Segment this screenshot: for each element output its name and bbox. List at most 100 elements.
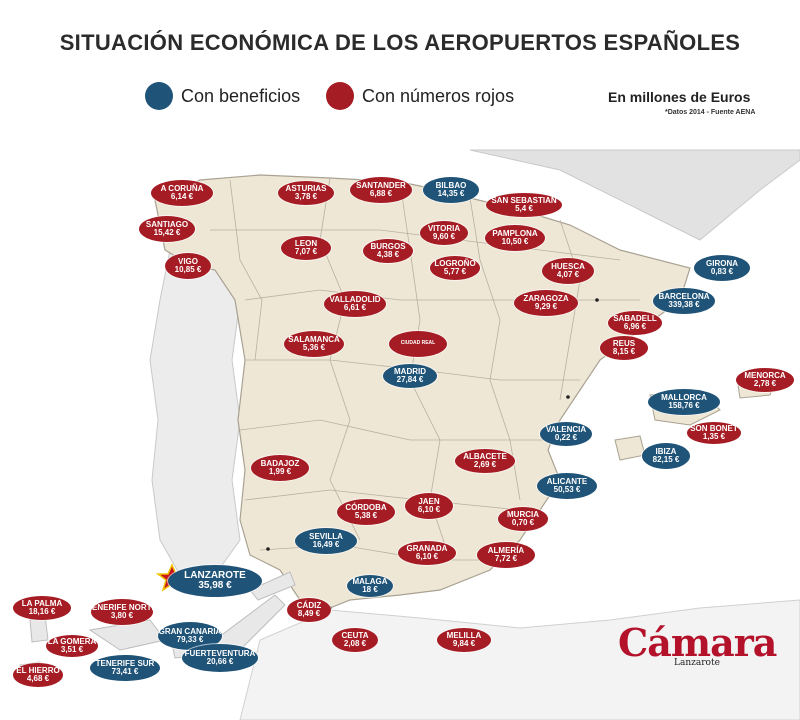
airport-value: 1,35 €	[702, 432, 726, 441]
airport-bubble-valencia: VALENCIA 0,22 €	[540, 422, 592, 446]
airport-value: 8,15 €	[612, 347, 636, 356]
airport-value: 35,98 €	[198, 580, 232, 591]
airport-value: 14,35 €	[437, 189, 465, 198]
airport-name: BILBAO	[435, 180, 467, 190]
airport-bubble-san-sebastian: SAN SEBASTIAN 5,4 €	[486, 193, 562, 217]
camara-lanzarote-logo: Cámara Lanzarote	[618, 620, 778, 670]
airport-value: 5,38 €	[354, 511, 378, 520]
airport-name: BURGOS	[370, 241, 406, 251]
airport-value: 50,53 €	[553, 485, 581, 494]
airport-name: ZARAGOZA	[523, 293, 569, 303]
airport-value: 15,42 €	[153, 228, 181, 237]
airport-value: 0,70 €	[511, 518, 535, 527]
airport-name: GRANADA	[406, 543, 448, 553]
airport-name: CÁDIZ	[296, 600, 322, 610]
airport-value: 4,07 €	[556, 270, 580, 279]
airport-name: ALBACETE	[463, 451, 507, 461]
city-dot	[566, 395, 570, 399]
airport-name: SAN SEBASTIAN	[491, 195, 557, 205]
airport-bubble-sabadell: SABADELL 6,96 €	[608, 311, 662, 335]
airport-name: MALLORCA	[661, 392, 707, 402]
airport-bubble-son-bonet: SON BONET 1,35 €	[687, 422, 741, 444]
airport-name: GIRONA	[706, 258, 738, 268]
airport-value: 20,66 €	[206, 657, 234, 666]
airport-bubble-ceuta: CEUTA 2,08 €	[332, 628, 378, 652]
airport-name: ALICANTE	[546, 476, 588, 486]
airport-bubble-murcia: MURCIA 0,70 €	[498, 507, 548, 531]
airport-value: 4,68 €	[26, 674, 50, 683]
airport-value: 2,08 €	[343, 639, 367, 648]
africa-land	[239, 599, 800, 720]
city-dot	[266, 547, 270, 551]
airport-name: MURCIA	[507, 509, 539, 519]
airport-name: TENERIFE NORTE	[87, 602, 157, 612]
airport-value: 2,69 €	[473, 460, 497, 469]
logo-sub: Lanzarote	[674, 658, 720, 668]
logo-word: Cámara	[618, 620, 777, 665]
airport-bubble-ciudad-real: CIUDAD REAL	[389, 331, 447, 357]
airport-value: 4,38 €	[376, 250, 400, 259]
airport-bubble-córdoba: CÓRDOBA 5,38 €	[337, 499, 395, 525]
airport-name: MADRID	[394, 366, 426, 376]
airport-name: SEVILLA	[309, 531, 343, 541]
city-dot	[595, 298, 599, 302]
airport-name: REUS	[612, 338, 636, 348]
airport-value: 10,50 €	[501, 237, 529, 246]
source-note: *Datos 2014 - Fuente AENA	[665, 109, 756, 116]
airport-name: A CORUÑA	[160, 183, 204, 193]
airport-bubble-tenerife-sur: TENERIFE SUR 73,41 €	[90, 655, 160, 681]
airport-value: 158,76 €	[668, 401, 700, 410]
airport-name: FUERTEVENTURA	[184, 648, 256, 658]
airport-name: SALAMANCA	[288, 334, 340, 344]
airport-bubble-vigo: VIGO 10,85 €	[165, 253, 211, 279]
airport-bubble-malaga: MALAGA 18 €	[347, 575, 393, 597]
airport-bubble-alicante: ALICANTE 50,53 €	[537, 473, 597, 499]
airport-name: SON BONET	[690, 423, 738, 433]
legend-item-profit: Con beneficios	[145, 82, 301, 110]
airport-value: 0,83 €	[710, 267, 734, 276]
airport-value: 7,07 €	[294, 247, 318, 256]
airport-bubble-barcelona: BARCELONA 339,38 €	[653, 288, 715, 314]
portugal-land	[149, 249, 241, 576]
legend-swatch-profit	[145, 82, 173, 110]
airport-value: 6,61 €	[343, 303, 367, 312]
airport-bubble-ibiza: IBIZA 82,15 €	[642, 443, 690, 469]
airport-value: 79,33 €	[176, 635, 204, 644]
airport-name: ALMERÍA	[487, 545, 525, 555]
airport-value: 9,60 €	[432, 232, 456, 241]
airport-value: 6,10 €	[415, 552, 439, 561]
page-title: SITUACIÓN ECONÓMICA DE LOS AEROPUERTOS E…	[59, 30, 741, 55]
airport-value: 2,78 €	[753, 379, 777, 388]
airport-name: CIUDAD REAL	[400, 340, 436, 347]
legend-label-profit: Con beneficios	[181, 85, 301, 106]
airport-name: VALLADOLID	[329, 294, 381, 304]
legend-label-loss: Con números rojos	[362, 85, 515, 106]
airport-value: 3,80 €	[110, 611, 134, 620]
airport-value: 10,85 €	[174, 265, 202, 274]
airport-name: SABADELL	[613, 313, 657, 323]
airport-value: 0,22 €	[554, 433, 578, 442]
airport-name: CÓRDOBA	[345, 502, 387, 512]
airport-value: 9,84 €	[452, 639, 476, 648]
airport-bubble-badajoz: BADAJOZ 1,99 €	[251, 455, 309, 481]
airport-bubble-girona: GIRONA 0,83 €	[694, 255, 750, 281]
airport-value: 6,14 €	[170, 192, 194, 201]
airport-bubble-santander: SANTANDER 6,88 €	[350, 177, 412, 203]
airport-bubble-santiago: SANTIAGO 15,42 €	[139, 216, 195, 242]
airport-bubble-logroño: LOGROÑO 5,77 €	[430, 256, 480, 280]
airport-bubble-granada: GRANADA 6,10 €	[398, 541, 456, 565]
airport-name: VALENCIA	[545, 424, 587, 434]
airport-value: 5,36 €	[302, 343, 326, 352]
airport-bubble-tenerife-norte: TENERIFE NORTE 3,80 €	[87, 599, 157, 625]
airport-value: 3,51 €	[60, 645, 84, 654]
airport-value: 5,77 €	[443, 267, 467, 276]
airport-value: 18 €	[362, 585, 378, 594]
airport-bubble-cádiz: CÁDIZ 8,49 €	[287, 598, 331, 622]
airport-name: MELILLA	[446, 630, 482, 640]
airport-value: 9,29 €	[534, 302, 558, 311]
airport-name: PAMPLONA	[492, 228, 538, 238]
airport-name: SANTANDER	[356, 180, 406, 190]
airport-name: HUESCA	[551, 261, 585, 271]
airport-value: 82,15 €	[652, 455, 680, 464]
airport-name: LA PALMA	[21, 598, 63, 608]
